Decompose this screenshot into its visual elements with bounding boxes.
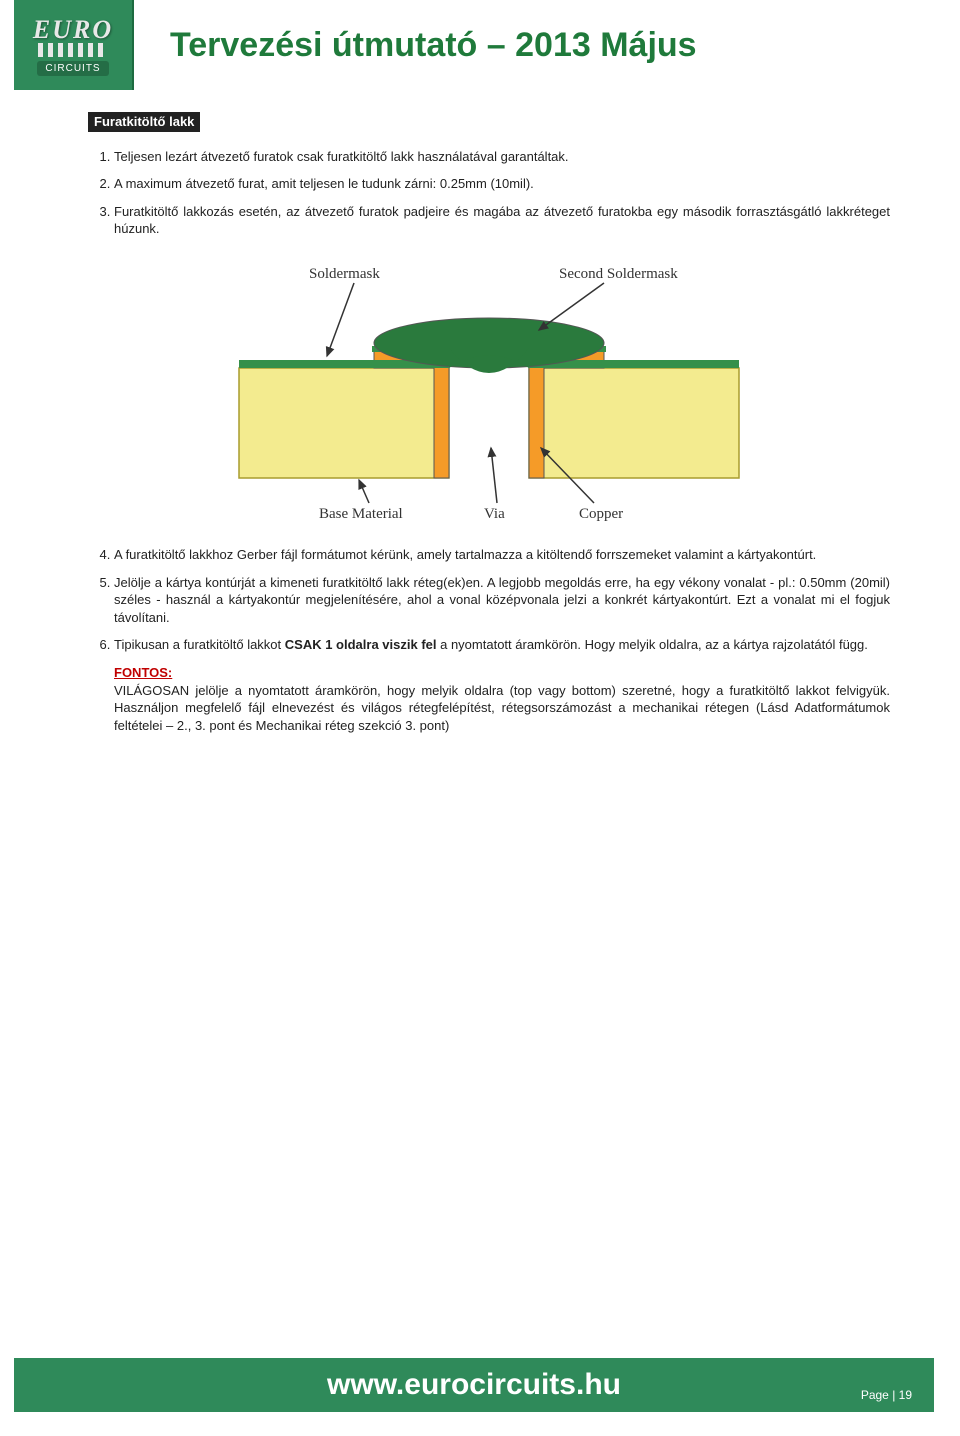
list-item: Jelölje a kártya kontúrját a kimeneti fu… xyxy=(114,574,890,627)
diagram-svg: Soldermask Second Soldermask Base Material… xyxy=(209,248,769,528)
page-num: 19 xyxy=(899,1388,912,1402)
list-item: A furatkitöltő lakkhoz Gerber fájl formá… xyxy=(114,546,890,564)
rules-list-continued: A furatkitöltő lakkhoz Gerber fájl formá… xyxy=(88,546,890,654)
footer-page-number: Page | 19 xyxy=(861,1388,912,1402)
svg-text:Copper: Copper xyxy=(579,506,623,522)
page-prefix: Page | xyxy=(861,1388,899,1402)
cross-section-diagram: Soldermask Second Soldermask Base Material… xyxy=(209,248,769,533)
section-heading: Furatkitöltő lakk xyxy=(88,112,200,132)
logo-top-text: EURO xyxy=(33,15,113,45)
list-item-text: Jelölje a kártya kontúrját a kimeneti fu… xyxy=(114,575,890,625)
rules-list: Teljesen lezárt átvezető furatok csak fu… xyxy=(88,148,890,238)
list-item: Furatkitöltő lakkozás esetén, az átvezet… xyxy=(114,203,890,238)
list-item: A maximum átvezető furat, amit teljesen … xyxy=(114,175,890,193)
svg-text:Via: Via xyxy=(484,506,505,522)
page-title: Tervezési útmutató – 2013 Május xyxy=(170,26,697,65)
bold-text: CSAK 1 oldalra viszik fel xyxy=(285,637,437,652)
logo-stripes xyxy=(38,43,108,57)
svg-text:Base Material: Base Material xyxy=(319,506,403,522)
svg-text:Soldermask: Soldermask xyxy=(309,266,380,282)
list-item: Tipikusan a furatkitöltő lakkot CSAK 1 o… xyxy=(114,636,890,654)
logo-bottom-text: CIRCUITS xyxy=(37,61,108,76)
content-area: Furatkitöltő lakk Teljesen lezárt átveze… xyxy=(88,112,890,734)
footer-url: www.eurocircuits.hu xyxy=(327,1368,621,1402)
fontos-label: FONTOS: xyxy=(114,665,172,680)
fontos-text: VILÁGOSAN jelölje a nyomtatott áramkörön… xyxy=(114,683,890,733)
logo: EURO CIRCUITS xyxy=(14,0,134,90)
svg-text:Second Soldermask: Second Soldermask xyxy=(559,266,678,282)
header: EURO CIRCUITS Tervezési útmutató – 2013 … xyxy=(14,0,960,90)
list-item: Teljesen lezárt átvezető furatok csak fu… xyxy=(114,148,890,166)
footer: www.eurocircuits.hu Page | 19 xyxy=(14,1358,934,1412)
fontos-block: FONTOS: VILÁGOSAN jelölje a nyomtatott á… xyxy=(114,664,890,734)
